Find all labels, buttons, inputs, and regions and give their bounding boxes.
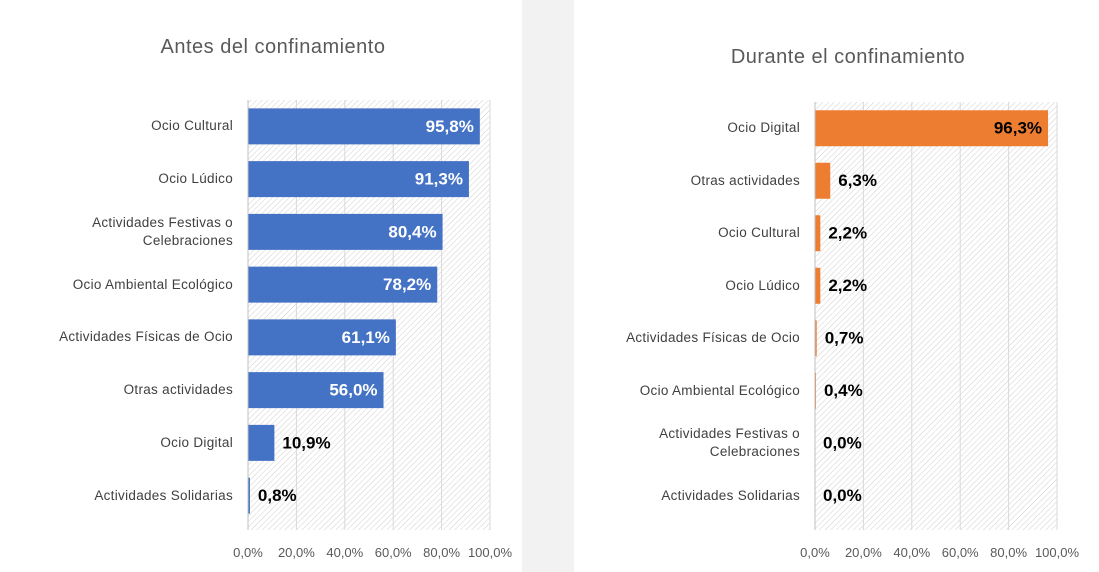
category-label: Actividades Físicas de Ocio [626, 330, 800, 346]
category-label: Otras actividades [123, 382, 233, 398]
value-label: 0,4% [824, 381, 863, 400]
x-tick-label: 80,0% [423, 545, 460, 560]
bar [815, 110, 1049, 147]
value-label: 10,9% [282, 433, 330, 452]
x-tick-label: 20,0% [845, 545, 882, 560]
category-label: Actividades Físicas de Ocio [59, 329, 233, 345]
chart-title: Durante el confinamiento [730, 46, 966, 68]
category-label: Ocio Cultural [718, 225, 800, 241]
bar [248, 108, 480, 145]
category-label: Otras actividades [690, 172, 800, 188]
category-label: Ocio Cultural [151, 118, 233, 134]
bar [248, 372, 384, 409]
value-label: 0,0% [823, 434, 862, 453]
x-tick-label: 100,0% [468, 545, 513, 560]
category-label: Ocio Lúdico [158, 171, 233, 187]
category-label: Ocio Ambiental Ecológico [639, 382, 800, 398]
bar [248, 266, 438, 303]
x-tick-label: 0,0% [233, 545, 263, 560]
x-tick-label: 40,0% [893, 545, 930, 560]
value-label: 0,0% [823, 486, 862, 505]
bar [248, 424, 275, 461]
bar [815, 320, 817, 357]
category-label: Actividades Festivas o Celebraciones [92, 214, 233, 248]
value-label: 91,3% [415, 170, 463, 189]
bar [815, 215, 821, 252]
chart-panel: 0,0% 20,0% 40,0% 60,0% 80,0% 100,0% 95,8% 91,3%… [0, 0, 522, 572]
category-label: Actividades Solidarias [661, 487, 800, 503]
bar [248, 213, 443, 250]
bar [815, 267, 821, 304]
chart: 0,0% 20,0% 40,0% 60,0% 80,0% 100,0% 96,3% 6,3% 2… [800, 102, 1080, 560]
value-label: 61,1% [342, 328, 390, 347]
chart: 0,0% 20,0% 40,0% 60,0% 80,0% 100,0% 95,8% 91,3%… [233, 100, 513, 560]
category-label: Ocio Lúdico [725, 277, 800, 293]
x-tick-label: 80,0% [990, 545, 1027, 560]
value-label: 80,4% [388, 222, 436, 241]
category-label: Ocio Digital [727, 120, 800, 136]
category-label: Actividades Solidarias [94, 487, 233, 503]
value-label: 95,8% [426, 117, 474, 136]
category-label: Actividades Festivas o Celebraciones [659, 426, 800, 460]
x-tick-label: 0,0% [800, 545, 830, 560]
value-label: 78,2% [383, 275, 431, 294]
category-label: Ocio Ambiental Ecológico [72, 276, 233, 292]
plot-area [815, 102, 1057, 530]
category-label: Ocio Digital [160, 434, 233, 450]
bar [248, 477, 250, 514]
bar [248, 161, 469, 198]
chart-title: Antes del confinamiento [160, 36, 386, 58]
value-label: 6,3% [838, 171, 877, 190]
bar [815, 162, 831, 199]
value-label: 2,2% [828, 276, 867, 295]
chart-panel: 0,0% 20,0% 40,0% 60,0% 80,0% 100,0% 96,3% 6,3% 2… [574, 0, 1099, 572]
x-tick-label: 60,0% [942, 545, 979, 560]
x-tick-label: 100,0% [1035, 545, 1080, 560]
value-label: 0,7% [825, 329, 864, 348]
value-label: 56,0% [329, 381, 377, 400]
bar [248, 319, 396, 356]
value-label: 2,2% [828, 224, 867, 243]
x-tick-label: 60,0% [375, 545, 412, 560]
value-label: 96,3% [994, 119, 1042, 138]
x-tick-label: 20,0% [278, 545, 315, 560]
value-label: 0,8% [258, 486, 297, 505]
x-tick-label: 40,0% [326, 545, 363, 560]
